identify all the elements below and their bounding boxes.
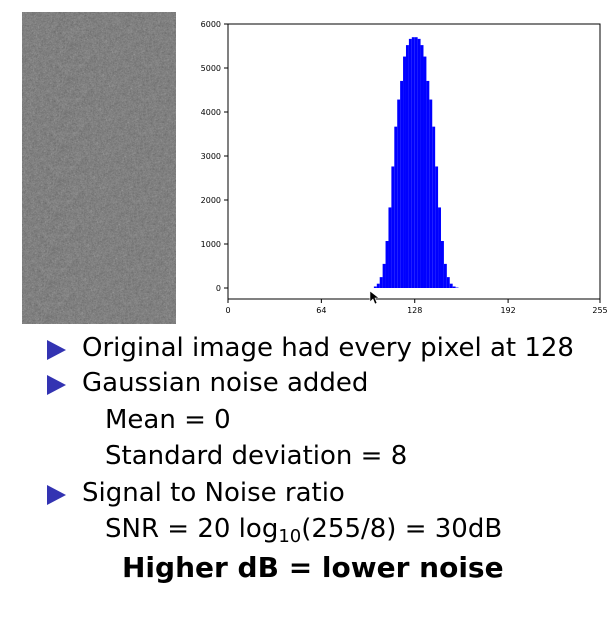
histogram-bar — [408, 38, 412, 288]
histogram-bar — [382, 263, 386, 288]
y-tick-label: 5000 — [201, 64, 221, 73]
histogram-bar — [400, 80, 404, 288]
snr-formula-prefix: SNR = 20 log — [105, 514, 279, 544]
histogram-bar — [449, 283, 453, 288]
y-axis: 0 1000 2000 3000 4000 5000 6000 — [201, 20, 228, 293]
x-tick-label: 192 — [500, 306, 515, 315]
histogram-bar — [438, 207, 441, 288]
bullet-gaussian-noise: Gaussian noise added — [82, 368, 369, 398]
x-tick-label: 128 — [407, 306, 422, 315]
histogram-bar — [411, 37, 415, 289]
histogram-svg: 0 1000 2000 3000 4000 5000 6000 0 64 128 192 255 — [201, 20, 608, 315]
y-tick-label: 6000 — [201, 20, 221, 29]
histogram-bar — [373, 286, 377, 288]
bullet-triangle-icon — [47, 340, 66, 360]
histogram-bar — [414, 37, 418, 289]
histogram-bars — [373, 37, 459, 289]
mouse-cursor-icon — [369, 290, 380, 305]
histogram-bar — [385, 241, 389, 288]
histogram-bar — [440, 241, 444, 288]
bullet-original-image: Original image had every pixel at 128 — [82, 333, 574, 363]
noise-canvas — [22, 12, 176, 324]
histogram-bar — [443, 263, 447, 288]
gaussian-noise-image — [22, 12, 176, 324]
bullet-triangle-icon — [47, 375, 66, 395]
histogram-bar — [452, 286, 456, 288]
y-tick-label: 4000 — [201, 108, 221, 117]
mean-line: Mean = 0 — [105, 405, 231, 435]
plot-frame — [227, 23, 601, 300]
bullet-triangle-icon — [47, 485, 66, 505]
histogram-bar — [403, 56, 406, 289]
bullet-snr: Signal to Noise ratio — [82, 478, 345, 508]
x-tick-label: 0 — [225, 306, 230, 315]
histogram-bar — [446, 277, 450, 288]
x-tick-label: 64 — [316, 306, 326, 315]
histogram-bar — [429, 99, 433, 288]
histogram-bar — [376, 283, 380, 288]
histogram-bar — [420, 45, 424, 289]
snr-formula: SNR = 20 log10(255/8) = 30dB — [105, 511, 502, 547]
histogram-bar — [379, 277, 383, 288]
histogram-bar — [405, 45, 409, 289]
std-line: Standard deviation = 8 — [105, 441, 408, 471]
y-tick-label: 0 — [216, 284, 221, 293]
snr-formula-suffix: (255/8) = 30dB — [301, 514, 503, 544]
conclusion-line: Higher dB = lower noise — [122, 551, 504, 584]
histogram-bar — [426, 80, 430, 288]
x-tick-label: 255 — [592, 306, 607, 315]
histogram-chart: 0 1000 2000 3000 4000 5000 6000 0 64 128 192 255 — [180, 8, 610, 318]
y-tick-label: 2000 — [201, 196, 221, 205]
y-tick-label: 1000 — [201, 240, 221, 249]
x-axis: 0 64 128 192 255 — [225, 299, 608, 315]
histogram-bar — [432, 126, 436, 288]
snr-formula-subscript: 10 — [278, 526, 302, 547]
histogram-bar — [388, 207, 392, 288]
histogram-bar — [397, 99, 401, 288]
histogram-bar — [435, 166, 439, 288]
histogram-bar — [394, 126, 398, 288]
histogram-bar — [423, 56, 427, 289]
histogram-bar — [417, 38, 421, 288]
y-tick-label: 3000 — [201, 152, 221, 161]
histogram-bar — [391, 166, 395, 288]
